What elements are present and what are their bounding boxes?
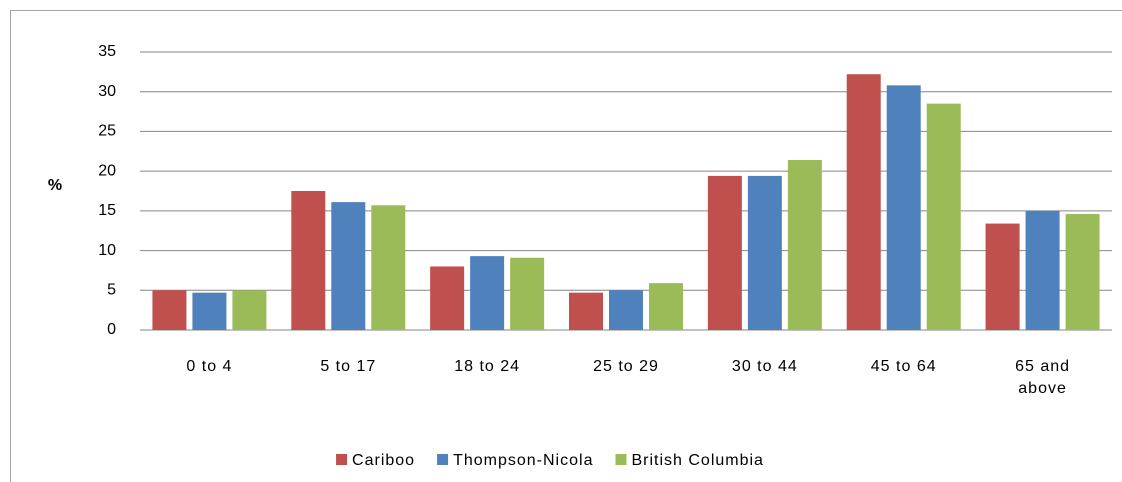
y-tick-label: 15: [98, 202, 116, 219]
chart-frame: [10, 10, 1122, 482]
x-tick-label: 45 to 64: [870, 358, 937, 375]
x-tick-label: 0 to 4: [186, 358, 233, 375]
y-tick-label: 25: [98, 123, 116, 140]
x-tick-label: 18 to 24: [454, 358, 521, 375]
bar: [291, 191, 326, 330]
bar: [649, 283, 683, 330]
legend-swatch: [336, 454, 348, 465]
bar: [846, 74, 881, 331]
y-tick-label: 10: [98, 242, 116, 259]
y-tick-label: 0: [107, 321, 116, 338]
bar: [510, 257, 545, 330]
bar: [569, 292, 603, 330]
bar: [926, 103, 961, 330]
x-tick-label: 30 to 44: [731, 358, 798, 375]
bar: [192, 292, 227, 330]
x-tick-label: 25 to 29: [593, 358, 659, 375]
legend-label: British Columbia: [631, 452, 763, 469]
bar: [1025, 210, 1060, 330]
bar: [787, 160, 822, 330]
x-tick-label: 5 to 17: [320, 358, 377, 375]
y-axis-label: %: [48, 177, 62, 194]
legend-label: Thompson-Nicola: [453, 452, 593, 469]
y-tick-label: 5: [107, 282, 116, 299]
legend-swatch: [437, 454, 449, 465]
bar: [470, 256, 505, 330]
bar: [985, 223, 1020, 330]
x-tick-label: 65 and above: [1015, 358, 1071, 397]
bar: [707, 175, 742, 330]
y-tick-label: 30: [98, 83, 116, 100]
bar: [371, 205, 406, 330]
legend-label: Cariboo: [352, 452, 415, 469]
bar: [152, 290, 187, 330]
bar: [747, 175, 782, 330]
y-tick-label: 20: [98, 162, 116, 179]
bar: [609, 290, 643, 330]
bar: [331, 202, 366, 330]
bar: [886, 85, 921, 330]
bar: [1065, 214, 1100, 330]
bar: [430, 266, 465, 330]
legend-swatch: [615, 454, 627, 465]
y-tick-label: 35: [98, 43, 116, 60]
bar: [232, 290, 267, 330]
